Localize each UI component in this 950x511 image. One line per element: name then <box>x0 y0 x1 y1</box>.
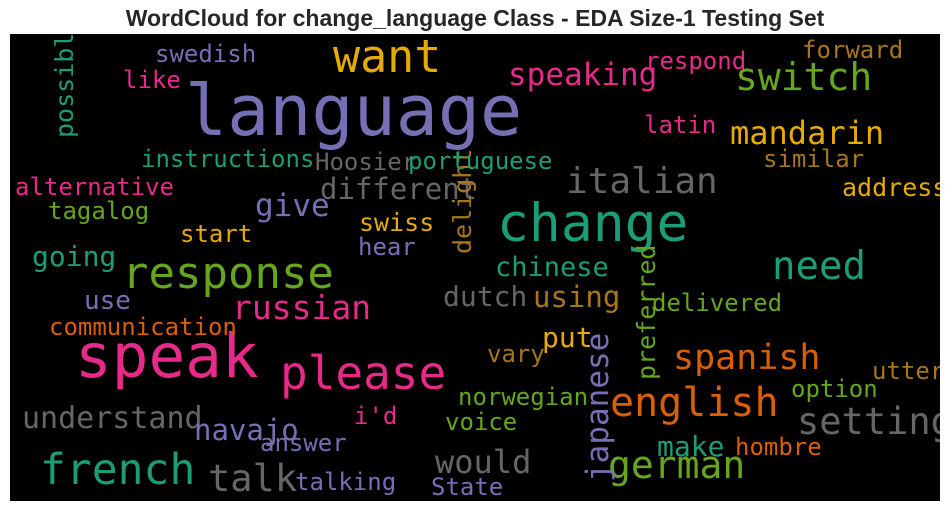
word-respond: respond <box>645 47 747 75</box>
word-speak: speak <box>75 321 259 392</box>
word-hear: hear <box>358 233 416 261</box>
word-italian: italian <box>566 161 718 202</box>
word-alternative: alternative <box>15 173 174 201</box>
word-utter: utter <box>872 357 940 385</box>
word-latin: latin <box>644 111 717 139</box>
word-vary: vary <box>487 340 545 368</box>
word-language: language <box>185 70 523 152</box>
word-forward: forward <box>802 36 904 64</box>
word-russian: russian <box>232 288 372 327</box>
word-start: start <box>180 220 253 248</box>
word-portuguese: portuguese <box>408 147 553 175</box>
word-talk: talk <box>208 457 298 500</box>
word-delivered: delivered <box>652 289 783 317</box>
word-navajo: navajo <box>194 413 299 447</box>
word-using: using <box>533 280 621 314</box>
word-understand: understand <box>22 401 203 436</box>
word-hombre: hombre <box>735 433 822 461</box>
word-mandarin: mandarin <box>730 114 885 152</box>
word-similar: similar <box>763 145 865 173</box>
word-want: want <box>333 34 442 83</box>
word-response: response <box>122 248 334 299</box>
word-option: option <box>791 375 878 403</box>
word-would: would <box>435 443 532 481</box>
word-make: make <box>657 430 725 463</box>
word-chinese: chinese <box>495 252 609 283</box>
word-need: need <box>772 244 866 289</box>
word-talking: talking <box>295 468 397 496</box>
word-tagalog: tagalog <box>48 197 150 225</box>
word-possible: possible <box>50 34 79 138</box>
word-use: use <box>84 286 131 316</box>
word-address: address <box>842 173 940 202</box>
word-answer: answer <box>260 429 347 457</box>
word-change: change <box>497 193 689 254</box>
word-different: different <box>320 172 478 206</box>
word-voice: voice <box>445 408 518 436</box>
wordcloud-canvas: language speak change please want response fre… <box>10 34 940 501</box>
word-like: like <box>123 66 181 94</box>
word-going: going <box>32 240 117 273</box>
word-speaking: speaking <box>508 57 658 93</box>
word-dutch: dutch <box>443 280 528 313</box>
word-please: please <box>280 346 447 400</box>
word-german: german <box>608 443 746 487</box>
word-hoosier: Hoosier <box>315 148 417 176</box>
word-spanish: spanish <box>673 338 821 378</box>
word-i-d: i'd <box>354 402 398 430</box>
word-french: french <box>40 445 196 495</box>
word-communication: communication <box>49 313 237 341</box>
word-put: put <box>542 321 593 354</box>
word-instructions: instructions <box>141 145 315 173</box>
word-swiss: swiss <box>359 208 435 237</box>
word-switch: switch <box>735 55 873 99</box>
chart-title: WordCloud for change_language Class - ED… <box>125 5 825 31</box>
word-norwegian: norwegian <box>458 383 589 411</box>
word-state: State <box>431 473 504 501</box>
word-english: english <box>610 380 779 426</box>
word-give: give <box>255 188 330 224</box>
word-setting: setting <box>797 400 940 443</box>
word-swedish: swedish <box>155 40 257 68</box>
